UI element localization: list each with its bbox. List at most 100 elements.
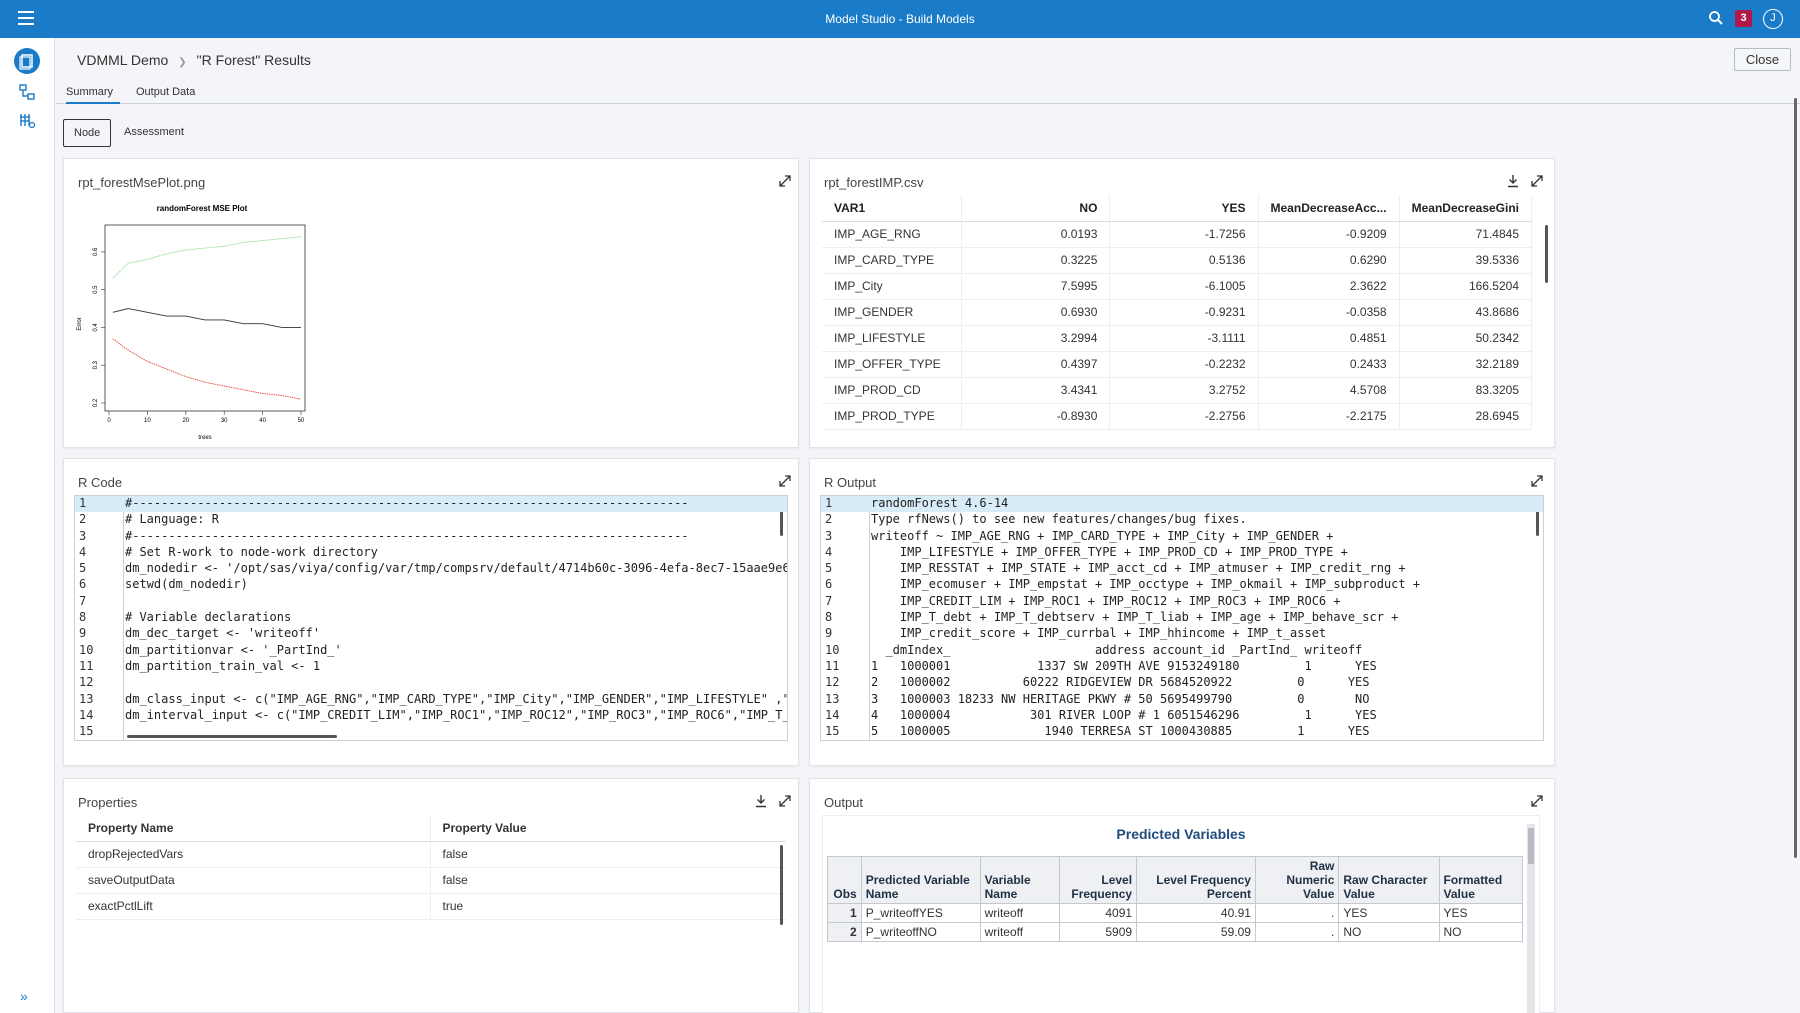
line-text: dm_interval_input <- c("IMP_CREDIT_LIM",… [125, 707, 788, 722]
line-text: IMP_credit_score + IMP_currbal + IMP_hhi… [871, 626, 1327, 641]
x-tick-label: 10 [144, 418, 151, 424]
output-scrollbar-thumb[interactable] [1528, 828, 1534, 864]
maximize-icon[interactable] [1530, 474, 1544, 488]
x-tick-label: 50 [298, 418, 305, 424]
table-cell: IMP_City [822, 273, 963, 300]
table-row[interactable]: IMP_CARD_TYPE 0.3225 0.5136 0.6290 39.5336 [822, 247, 1533, 274]
table-cell: 71.4845 [1399, 221, 1533, 248]
column-header[interactable]: YES [1109, 195, 1259, 222]
subtab-assessment[interactable]: Assessment [124, 126, 184, 138]
column-header[interactable]: Property Value [430, 815, 786, 842]
line-number: 15 [825, 724, 840, 739]
notifications-badge[interactable]: 3 [1735, 10, 1752, 27]
series-line [112, 338, 302, 400]
table-cell: 4.5708 [1258, 377, 1400, 404]
table-scrollbar[interactable] [780, 845, 783, 925]
y-tick-label: 0.5 [93, 285, 99, 294]
line-number: 7 [79, 593, 87, 608]
download-icon[interactable] [1506, 174, 1520, 188]
table-row[interactable]: IMP_PROD_CD 3.4341 3.2752 4.5708 83.3205 [822, 377, 1533, 404]
build-models-icon[interactable] [14, 48, 40, 74]
expand-nav-icon[interactable]: » [20, 988, 28, 1004]
column-header: Formatted Value [1438, 856, 1524, 904]
vertical-scrollbar[interactable] [780, 500, 783, 536]
line-number-gutter [869, 496, 870, 740]
download-icon[interactable] [754, 794, 768, 808]
column-header[interactable]: MeanDecreaseAcc... [1258, 195, 1400, 222]
column-header[interactable]: NO [961, 195, 1111, 222]
line-number: 1 [79, 496, 87, 510]
line-number: 13 [825, 691, 840, 706]
tab-output-data[interactable]: Output Data [136, 86, 195, 104]
maximize-icon[interactable] [778, 794, 792, 808]
column-header[interactable]: VAR1 [822, 195, 963, 222]
table-cell: IMP_PROD_CD [822, 377, 963, 404]
y-tick-label: 0.3 [93, 360, 99, 369]
line-text: setwd(dm_nodedir) [125, 577, 248, 592]
maximize-icon[interactable] [778, 174, 792, 188]
table-row[interactable]: IMP_LIFESTYLE 3.2994 -3.1111 0.4851 50.2342 [822, 325, 1533, 352]
table-row: 2 P_writeoffNO writeoff 5909 59.09. NO NO [827, 922, 1524, 942]
code-line: 14 dm_interval_input <- c("IMP_CREDIT_LIM… [75, 708, 787, 724]
table-row[interactable]: exactPctlLift true [76, 893, 786, 920]
line-text: 5 1000005 1940 TERRESA ST 1000430885 1 Y… [871, 724, 1370, 739]
subtab-node[interactable]: Node [63, 119, 112, 147]
hamburger-menu-icon[interactable] [18, 11, 34, 25]
line-text: randomForest 4.6-14 [871, 496, 1009, 510]
line-number: 3 [79, 528, 87, 543]
table-row[interactable]: dropRejectedVars false [76, 841, 786, 868]
pipeline-icon[interactable] [18, 83, 36, 101]
maximize-icon[interactable] [778, 474, 792, 488]
tab-summary[interactable]: Summary [66, 86, 120, 104]
x-tick-label: 30 [221, 418, 228, 424]
line-text: dm_partition_train_val <- 1 [125, 658, 321, 673]
property-value: true [430, 893, 786, 920]
code-line: 2 # Language: R [75, 512, 787, 528]
data-icon[interactable] [18, 111, 36, 129]
maximize-icon[interactable] [1530, 174, 1544, 188]
table-cell: 5909 [1058, 922, 1138, 942]
table-row[interactable]: IMP_OFFER_TYPE 0.4397 -0.2232 0.2433 32.2189 [822, 351, 1533, 378]
maximize-icon[interactable] [1530, 794, 1544, 808]
table-cell: -1.7256 [1109, 221, 1259, 248]
table-cell: 50.2342 [1399, 325, 1533, 352]
predicted-variables-title: Predicted Variables [1116, 826, 1246, 842]
code-line: 12 2 1000002 60222 RIDGEVIEW DR 568452092… [821, 675, 1543, 691]
search-icon[interactable] [1708, 10, 1724, 26]
y-tick-label: 0.6 [93, 247, 99, 256]
y-tick-label: 0.2 [93, 398, 99, 407]
table-row[interactable]: saveOutputData false [76, 867, 786, 894]
vertical-scrollbar[interactable] [1536, 500, 1539, 536]
r-output-viewer[interactable]: 1 randomForest 4.6-14 2 Type rfNews() to se… [820, 495, 1544, 741]
line-number: 5 [79, 561, 87, 576]
line-number: 12 [79, 675, 94, 690]
breadcrumb-chevron-icon: ❯ [178, 57, 187, 68]
page-scrollbar[interactable] [1794, 98, 1797, 858]
r-code-panel: R Code 1 #-------------------------------… [63, 458, 799, 766]
close-button[interactable]: Close [1734, 48, 1791, 71]
table-cell: 2.3622 [1258, 273, 1400, 300]
r-code-editor[interactable]: 1 #--------------------------------------… [74, 495, 788, 741]
code-line: 11 1 1000001 1337 SW 209TH AVE 9153249180… [821, 659, 1543, 675]
line-text: dm_dec_target <- 'writeoff' [125, 626, 321, 641]
table-scrollbar[interactable] [1545, 225, 1548, 283]
table-row[interactable]: IMP_City 7.5995 -6.1005 2.3622 166.5204 [822, 273, 1533, 300]
line-text: writeoff ~ IMP_AGE_RNG + IMP_CARD_TYPE +… [871, 528, 1334, 543]
code-line: 11 dm_partition_train_val <- 1 [75, 659, 787, 675]
left-nav: » [0, 38, 55, 1013]
table-row[interactable]: IMP_AGE_RNG 0.0193 -1.7256 -0.9209 71.4845 [822, 221, 1533, 248]
user-avatar[interactable]: J [1763, 9, 1783, 29]
column-header[interactable]: MeanDecreaseGini [1399, 195, 1533, 222]
horizontal-scrollbar[interactable] [127, 735, 337, 738]
importance-panel: rpt_forestIMP.csv VAR1 NO YES MeanDecrea… [809, 158, 1555, 448]
table-row[interactable]: IMP_PROD_TYPE -0.8930 -2.2756 -2.2175 28.694… [822, 403, 1533, 430]
property-value: false [430, 841, 786, 868]
table-cell: YES [1338, 903, 1440, 923]
code-line: 1 randomForest 4.6-14 [821, 496, 1543, 513]
output-scrollbar-track[interactable] [1527, 824, 1535, 1013]
breadcrumb-project[interactable]: VDMML Demo [77, 52, 169, 68]
column-header[interactable]: Property Name [76, 815, 431, 842]
line-number-gutter [123, 496, 124, 740]
table-row[interactable]: IMP_GENDER 0.6930 -0.9231 -0.0358 43.8686 [822, 299, 1533, 326]
line-text: 3 1000003 18233 NW HERITAGE PKWY # 50 56… [871, 691, 1370, 706]
